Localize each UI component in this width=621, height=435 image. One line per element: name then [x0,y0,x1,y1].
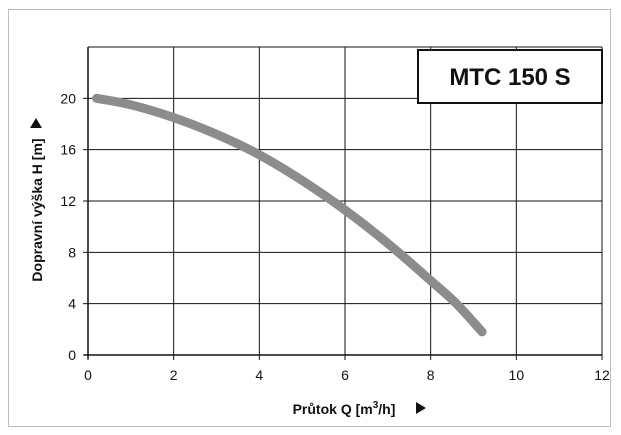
y-axis-title-group: Dopravní výška H [m] [29,118,45,282]
x-axis-title-group: Průtok Q [m3/h] [293,400,426,417]
x-tick-label: 10 [509,367,525,383]
x-axis-title: Průtok Q [m3/h] [293,400,396,417]
y-tick-label: 0 [68,347,76,363]
pump-curve-line [92,93,487,337]
model-badge: MTC 150 S [417,49,603,104]
y-tick-label: 8 [68,244,76,260]
x-tick-label: 8 [427,367,435,383]
y-tick-label: 20 [60,90,76,106]
x-tick-label: 4 [255,367,263,383]
y-tick-label: 4 [68,296,76,312]
y-axis-title: Dopravní výška H [m] [29,138,45,281]
x-tick-label: 12 [594,367,610,383]
y-axis-arrow-icon [30,118,42,128]
y-tick-labels: 0 4 8 12 16 20 [60,90,76,363]
y-tick-label: 12 [60,193,76,209]
x-tick-labels: 0 2 4 6 8 10 12 [84,367,610,383]
axes [83,47,603,360]
x-tick-label: 0 [84,367,92,383]
model-badge-label: MTC 150 S [449,64,570,91]
x-tick-label: 2 [170,367,178,383]
x-tick-label: 6 [341,367,349,383]
x-axis-arrow-icon [416,402,426,414]
series-group [92,93,487,337]
y-tick-label: 16 [60,142,76,158]
model-badge-box [417,49,603,104]
grid-lines [88,46,603,355]
